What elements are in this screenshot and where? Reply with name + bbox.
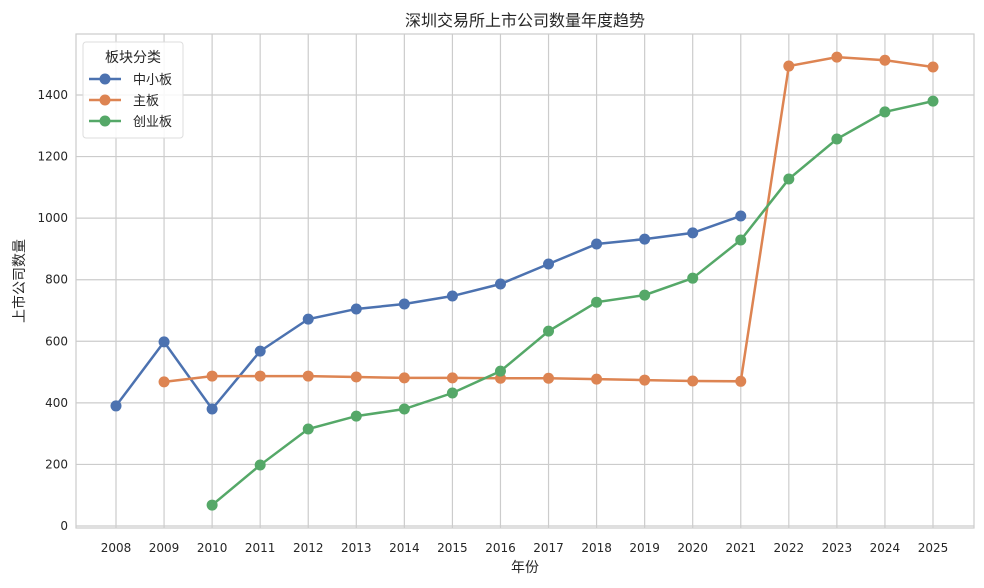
x-tick-label: 2009 xyxy=(149,541,180,555)
data-point xyxy=(591,238,603,250)
data-point xyxy=(206,370,218,382)
legend-marker xyxy=(99,115,111,127)
data-point xyxy=(687,227,699,239)
data-point xyxy=(398,372,410,384)
data-point xyxy=(302,313,314,325)
grid xyxy=(76,34,974,528)
x-tick-label: 2023 xyxy=(822,541,853,555)
x-tick-label: 2008 xyxy=(101,541,132,555)
legend-label: 中小板 xyxy=(133,73,172,88)
data-point xyxy=(206,499,218,511)
data-point xyxy=(927,61,939,73)
x-tick-label: 2013 xyxy=(341,541,372,555)
data-point xyxy=(350,303,362,315)
y-tick-label: 600 xyxy=(45,334,68,348)
x-tick-label: 2024 xyxy=(870,541,901,555)
x-tick-label: 2015 xyxy=(437,541,468,555)
data-point xyxy=(591,296,603,308)
data-point xyxy=(639,289,651,301)
data-point xyxy=(783,173,795,185)
data-point xyxy=(110,400,122,412)
y-axis-label: 上市公司数量 xyxy=(11,239,28,323)
data-point xyxy=(206,403,218,415)
data-point xyxy=(446,387,458,399)
data-point xyxy=(254,459,266,471)
data-point xyxy=(543,372,555,384)
series-group xyxy=(110,51,939,511)
y-tick-label: 1000 xyxy=(37,211,68,225)
data-point xyxy=(446,372,458,384)
x-axis: 2008 2009 2010 2011 2012 2013 2014 2015 2016 2017… xyxy=(101,541,949,555)
y-tick-label: 1400 xyxy=(37,88,68,102)
x-tick-label: 2021 xyxy=(725,541,756,555)
data-point xyxy=(398,298,410,310)
data-point xyxy=(927,95,939,107)
plot-frame xyxy=(75,33,975,529)
x-tick-label: 2019 xyxy=(629,541,660,555)
data-point xyxy=(783,60,795,72)
data-point xyxy=(398,403,410,415)
data-point xyxy=(254,370,266,382)
data-point xyxy=(879,54,891,66)
data-point xyxy=(254,345,266,357)
series-主板 xyxy=(158,51,939,388)
data-point xyxy=(735,375,747,387)
data-point xyxy=(158,376,170,388)
data-point xyxy=(831,133,843,145)
data-point xyxy=(302,370,314,382)
data-point xyxy=(687,272,699,284)
legend-marker xyxy=(99,73,111,85)
y-tick-label: 800 xyxy=(45,273,68,287)
data-point xyxy=(350,410,362,422)
data-point xyxy=(831,51,843,63)
data-point xyxy=(735,234,747,246)
data-point xyxy=(639,374,651,386)
legend-title: 板块分类 xyxy=(105,50,161,66)
chart-title: 深圳交易所上市公司数量年度趋势 xyxy=(405,11,645,30)
x-axis-label: 年份 xyxy=(511,560,539,576)
data-point xyxy=(735,210,747,222)
y-tick-label: 0 xyxy=(60,519,68,533)
series-line xyxy=(211,99,934,507)
x-tick-label: 2022 xyxy=(774,541,805,555)
x-tick-label: 2010 xyxy=(197,541,228,555)
data-point xyxy=(687,375,699,387)
y-tick-label: 400 xyxy=(45,396,68,410)
data-point xyxy=(543,325,555,337)
x-tick-label: 2017 xyxy=(533,541,564,555)
x-tick-label: 2012 xyxy=(293,541,324,555)
data-point xyxy=(494,365,506,377)
y-axis: 0 200 400 600 800 1000 1200 1400 xyxy=(37,88,68,533)
data-point xyxy=(350,371,362,383)
legend-box xyxy=(82,41,184,139)
x-tick-label: 2025 xyxy=(918,541,949,555)
data-point xyxy=(879,106,891,118)
x-tick-label: 2016 xyxy=(485,541,516,555)
legend-label: 主板 xyxy=(133,94,159,109)
y-tick-label: 1200 xyxy=(37,150,68,164)
legend-marker xyxy=(99,94,111,106)
legend-label: 创业板 xyxy=(133,115,172,130)
series-创业板 xyxy=(206,95,939,511)
x-tick-label: 2011 xyxy=(245,541,276,555)
x-tick-label: 2020 xyxy=(677,541,708,555)
series-中小板 xyxy=(110,210,747,415)
data-point xyxy=(446,290,458,302)
x-tick-label: 2014 xyxy=(389,541,420,555)
data-point xyxy=(302,423,314,435)
data-point xyxy=(158,336,170,348)
y-tick-label: 200 xyxy=(45,457,68,471)
data-point xyxy=(591,373,603,385)
x-tick-label: 2018 xyxy=(581,541,612,555)
data-point xyxy=(543,258,555,270)
series-line xyxy=(115,214,742,412)
data-point xyxy=(494,278,506,290)
data-point xyxy=(639,233,651,245)
